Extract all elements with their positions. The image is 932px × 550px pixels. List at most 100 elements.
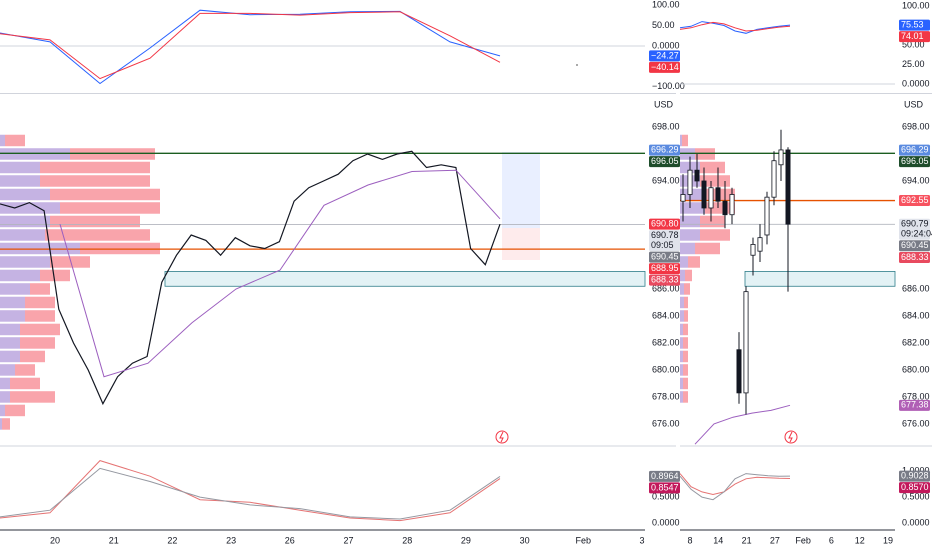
profile-up: [0, 364, 15, 376]
unit-label: USD: [654, 99, 674, 109]
profile-up: [0, 310, 25, 322]
price-tag: 0.9028: [899, 470, 930, 482]
candle-body: [701, 180, 707, 209]
profile-up: [680, 134, 682, 147]
price-tag: 0.8570: [899, 482, 930, 494]
profile-down: [40, 269, 70, 282]
profile-up: [0, 283, 30, 295]
profile-up: [0, 377, 10, 390]
profile-down: [50, 215, 140, 228]
candle-body: [722, 200, 728, 216]
profile-down: [20, 350, 45, 363]
alert-icon[interactable]: [495, 430, 509, 444]
profile-down: [700, 229, 730, 241]
profile-down: [700, 175, 730, 187]
tag-label: 696.29: [651, 144, 679, 154]
tag-label: 0.8964: [651, 471, 679, 481]
price-tag: 688.33: [899, 252, 930, 264]
x-tick-label: 23: [226, 535, 236, 545]
tag-label: −24.27: [651, 50, 679, 60]
tag-label: 690.45: [901, 240, 929, 250]
y-tick-label: 0.5000: [902, 491, 930, 501]
y-tick-label: 1.0000: [902, 465, 930, 475]
x-tick-label: 28: [402, 535, 412, 545]
profile-down: [683, 364, 688, 376]
series-line: [679, 473, 791, 496]
y-tick-label: 676.00: [902, 418, 930, 428]
profile-down: [705, 202, 735, 214]
tag-bg: [899, 31, 930, 43]
profile-down: [2, 418, 10, 430]
tag-label: 690.78: [651, 230, 679, 240]
long-position-stop: [502, 228, 540, 260]
price-tag: −40.14: [649, 62, 680, 73]
candle-body: [729, 194, 735, 216]
tag-label: 0.9028: [901, 470, 929, 480]
profile-up: [680, 296, 684, 309]
x-tick-label: 6: [829, 535, 834, 545]
tag-bg: [649, 263, 680, 275]
tag-label: 677.38: [901, 400, 929, 410]
profile-up: [680, 148, 695, 160]
profile-up: [0, 148, 70, 160]
y-tick-label: 50.00: [652, 20, 675, 30]
tag-bg: [899, 240, 930, 252]
profile-up: [0, 175, 40, 187]
tag-label: −40.14: [651, 62, 679, 72]
series-line: [59, 169, 501, 378]
series-line: [679, 21, 791, 32]
profile-up: [0, 350, 20, 363]
profile-down: [50, 256, 90, 268]
x-tick-label: Feb: [795, 535, 811, 545]
x-tick-label: 27: [343, 535, 353, 545]
profile-down: [683, 391, 688, 403]
tag-bg: [649, 230, 680, 252]
y-tick-label: 698.00: [902, 121, 930, 131]
tag-countdown: 09:24:04: [901, 229, 932, 239]
y-tick-label: 678.00: [652, 391, 680, 401]
profile-up: [0, 256, 50, 268]
profile-up: [0, 404, 5, 417]
candle-body: [708, 187, 714, 209]
profile-up: [0, 161, 40, 174]
series-line: [0, 150, 501, 406]
profile-up: [0, 337, 20, 349]
price-tag: 0.8547: [649, 482, 680, 494]
profile-up: [680, 256, 688, 268]
profile-up: [680, 269, 685, 282]
x-tick-label: 27: [770, 535, 780, 545]
y-tick-label: 678.00: [902, 391, 930, 401]
price-tag: 690.80: [649, 219, 680, 230]
profile-down: [15, 364, 35, 376]
price-tag: 75.53: [899, 19, 930, 31]
x-tick-label: Feb: [576, 535, 592, 545]
tag-label: 696.29: [901, 144, 929, 154]
profile-down: [5, 134, 25, 147]
tag-bg: [899, 482, 930, 494]
tag-bg: [649, 156, 680, 168]
profile-down: [80, 242, 160, 255]
tag-bg: [649, 61, 680, 73]
profile-up: [0, 229, 45, 241]
profile-up: [680, 242, 695, 255]
profile-down: [683, 350, 688, 363]
series-line: [679, 21, 791, 34]
profile-up: [680, 202, 705, 214]
zone: [744, 271, 896, 287]
profile-down: [684, 310, 688, 322]
price-tag: 688.33: [649, 275, 680, 286]
profile-down: [682, 134, 688, 147]
x-tick-label: 26: [285, 535, 295, 545]
tag-bg: [899, 144, 930, 156]
y-tick-label: 682.00: [902, 337, 930, 347]
x-tick-label: 22: [167, 535, 177, 545]
alert-icon[interactable]: [784, 430, 798, 444]
profile-down: [45, 229, 150, 241]
y-tick-label: 0.0000: [652, 40, 680, 50]
profile-up: [680, 364, 683, 376]
profile-up: [680, 323, 683, 336]
candle-body: [687, 169, 693, 195]
y-tick-label: 684.00: [652, 310, 680, 320]
series-line: [0, 9, 501, 85]
